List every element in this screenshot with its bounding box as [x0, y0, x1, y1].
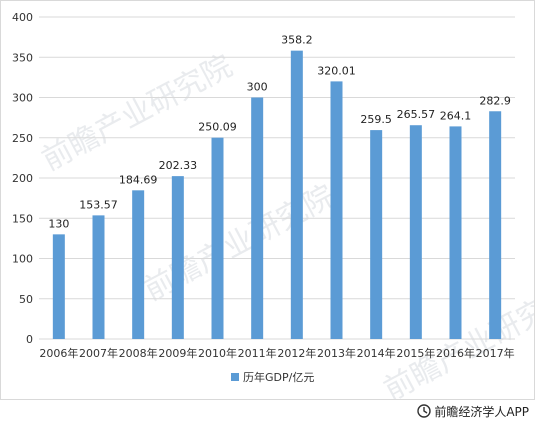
y-tick-label: 50	[19, 293, 33, 306]
x-tick-label: 2010年	[198, 346, 237, 360]
bar	[449, 126, 462, 339]
bar	[132, 190, 145, 339]
data-label: 264.1	[440, 109, 472, 122]
x-tick-label: 2008年	[119, 346, 158, 360]
y-tick-label: 200	[12, 172, 33, 185]
bar	[370, 130, 383, 339]
y-tick-label: 350	[12, 51, 33, 64]
footer-credit: 前瞻经济学人APP	[417, 401, 529, 421]
y-tick-label: 400	[12, 11, 33, 24]
bar	[330, 81, 343, 339]
footer-text: 前瞻经济学人APP	[434, 404, 529, 419]
data-label: 358.2	[281, 34, 313, 47]
x-tick-label: 2006年	[39, 346, 78, 360]
watermark-text: 前瞻产业研究院	[138, 179, 340, 308]
legend-label: 历年GDP/亿元	[243, 370, 314, 384]
y-tick-label: 100	[12, 253, 33, 266]
bar	[171, 176, 184, 339]
bar	[290, 50, 303, 340]
data-label: 320.01	[317, 64, 356, 77]
data-label: 153.57	[79, 198, 118, 211]
legend-swatch	[231, 373, 239, 381]
x-tick-label: 2015年	[396, 346, 435, 360]
bar	[489, 111, 502, 339]
watermark-text: 前瞻产业研究院	[36, 49, 238, 178]
bar-chart: 前瞻产业研究院前瞻产业研究院前瞻产业研究院0501001502002503003…	[12, 11, 534, 399]
y-tick-label: 0	[26, 333, 33, 346]
x-tick-label: 2011年	[238, 346, 277, 360]
data-label: 265.57	[397, 108, 436, 121]
data-label: 259.5	[360, 113, 392, 126]
x-tick-label: 2017年	[476, 346, 515, 360]
bar	[409, 125, 422, 339]
x-tick-label: 2009年	[158, 346, 197, 360]
data-label: 130	[48, 217, 69, 230]
data-label: 250.09	[198, 121, 237, 134]
x-tick-label: 2007年	[79, 346, 118, 360]
data-label: 202.33	[159, 159, 198, 172]
data-label: 282.9	[479, 94, 511, 107]
bar	[52, 234, 65, 339]
x-tick-label: 2012年	[277, 346, 316, 360]
bar	[211, 137, 224, 339]
bar	[251, 97, 264, 339]
y-tick-label: 150	[12, 212, 33, 225]
qianzhan-logo-icon	[417, 404, 432, 418]
x-tick-label: 2014年	[357, 346, 396, 360]
x-tick-label: 2013年	[317, 346, 356, 360]
data-label: 300	[247, 81, 268, 94]
bar	[92, 215, 105, 339]
data-label: 184.69	[119, 173, 158, 186]
x-tick-label: 2016年	[436, 346, 475, 360]
chart-frame: 前瞻产业研究院前瞻产业研究院前瞻产业研究院0501001502002503003…	[0, 0, 535, 400]
y-tick-label: 250	[12, 132, 33, 145]
y-tick-label: 300	[12, 92, 33, 105]
